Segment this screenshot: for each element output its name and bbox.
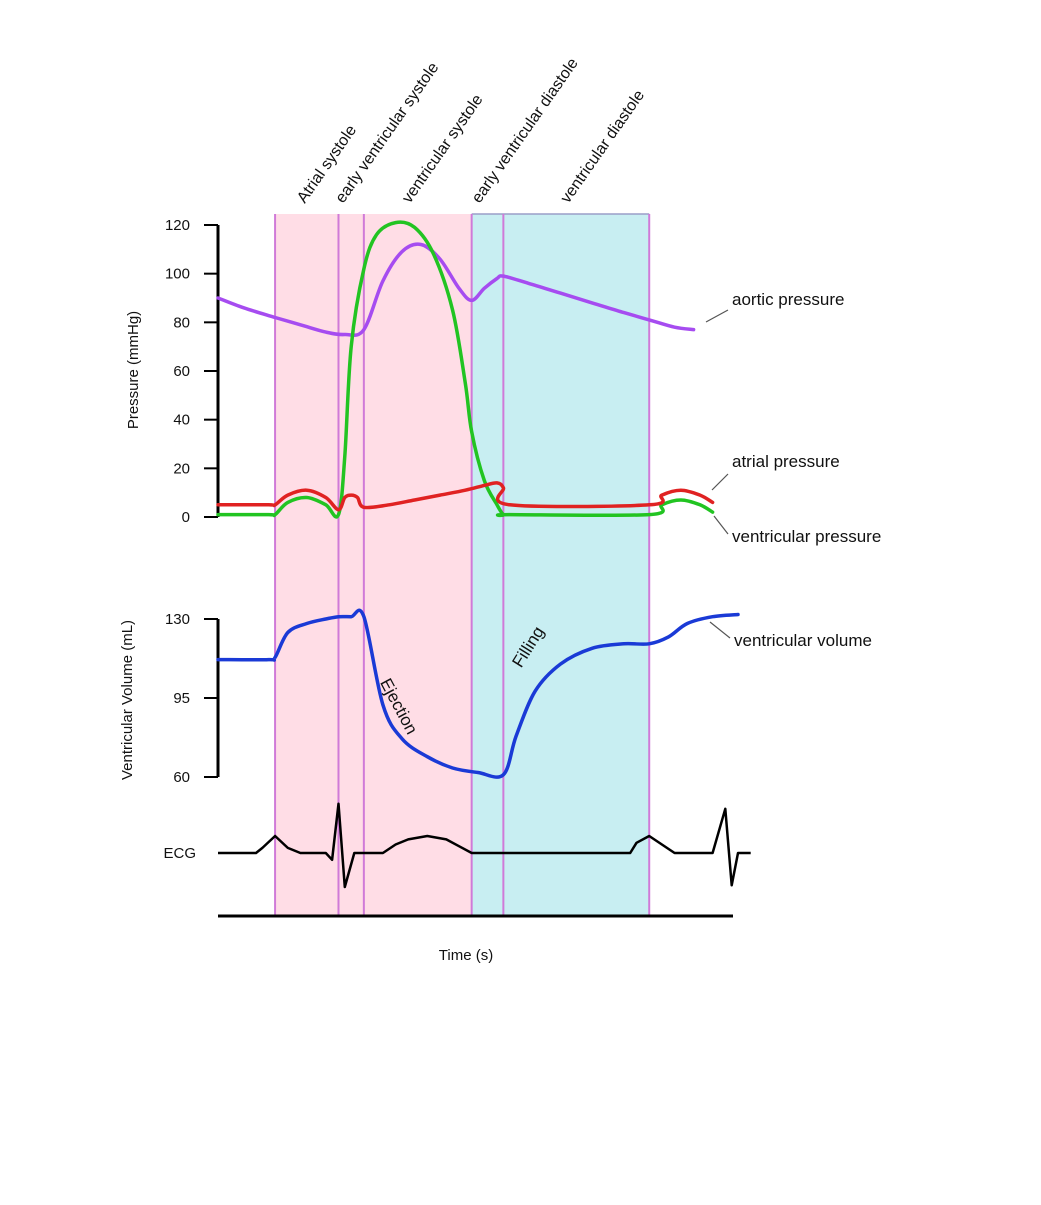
phase-label-ventricular-diastole: ventricular diastole [558, 87, 648, 206]
pressure-tick-label-60: 60 [173, 363, 190, 380]
leader-line-ventricular-volume [709, 621, 731, 639]
pressure-tick-label-40: 40 [173, 412, 190, 429]
series-ecg [218, 802, 751, 889]
annotation-ventricular-pressure: ventricular pressure [732, 527, 881, 546]
annotation-ventricular-volume: ventricular volume [734, 631, 872, 650]
volume-y-axis-title: Ventricular Volume (mL) [119, 620, 136, 780]
pressure-tick-label-20: 20 [173, 460, 190, 477]
series-lines [216, 220, 751, 889]
phase-label-early-ventricular-diastole: early ventricular diastole [469, 55, 582, 206]
phase-band-early-ventricular-diastole [471, 214, 504, 916]
pressure-tick-label-80: 80 [173, 314, 190, 331]
volume-tick-label-95: 95 [173, 690, 190, 707]
volume-tick-label-60: 60 [173, 769, 190, 786]
phase-bands [275, 214, 650, 916]
volume-tick-label-130: 130 [165, 611, 190, 628]
annotation-aortic-pressure: aortic pressure [732, 290, 844, 309]
series-ventricular-pressure [216, 220, 715, 519]
series-atrial-pressure [216, 481, 715, 512]
leader-line-aortic-pressure [705, 309, 729, 323]
phase-band-ventricular-diastole [503, 214, 650, 916]
pressure-tick-label-0: 0 [182, 509, 190, 526]
leader-line-atrial-pressure [711, 473, 729, 491]
phase-band-ventricular-systole [363, 214, 472, 916]
pressure-tick-label-120: 120 [165, 217, 190, 234]
series-ventricular-volume [216, 608, 740, 779]
axes: 0 20 40 60 80 100 120 60 95 130 [165, 217, 733, 918]
phase-boundary-lines [274, 213, 651, 916]
x-axis-title: Time (s) [439, 947, 493, 964]
annotation-atrial-pressure: atrial pressure [732, 452, 840, 471]
leader-line-ventricular-pressure [713, 515, 729, 535]
pressure-tick-label-100: 100 [165, 266, 190, 283]
phase-band-early-ventricular-systole [338, 214, 364, 916]
series-aortic-pressure [216, 242, 696, 338]
ecg-label: ECG [163, 845, 196, 862]
pressure-y-axis-title: Pressure (mmHg) [125, 311, 142, 429]
